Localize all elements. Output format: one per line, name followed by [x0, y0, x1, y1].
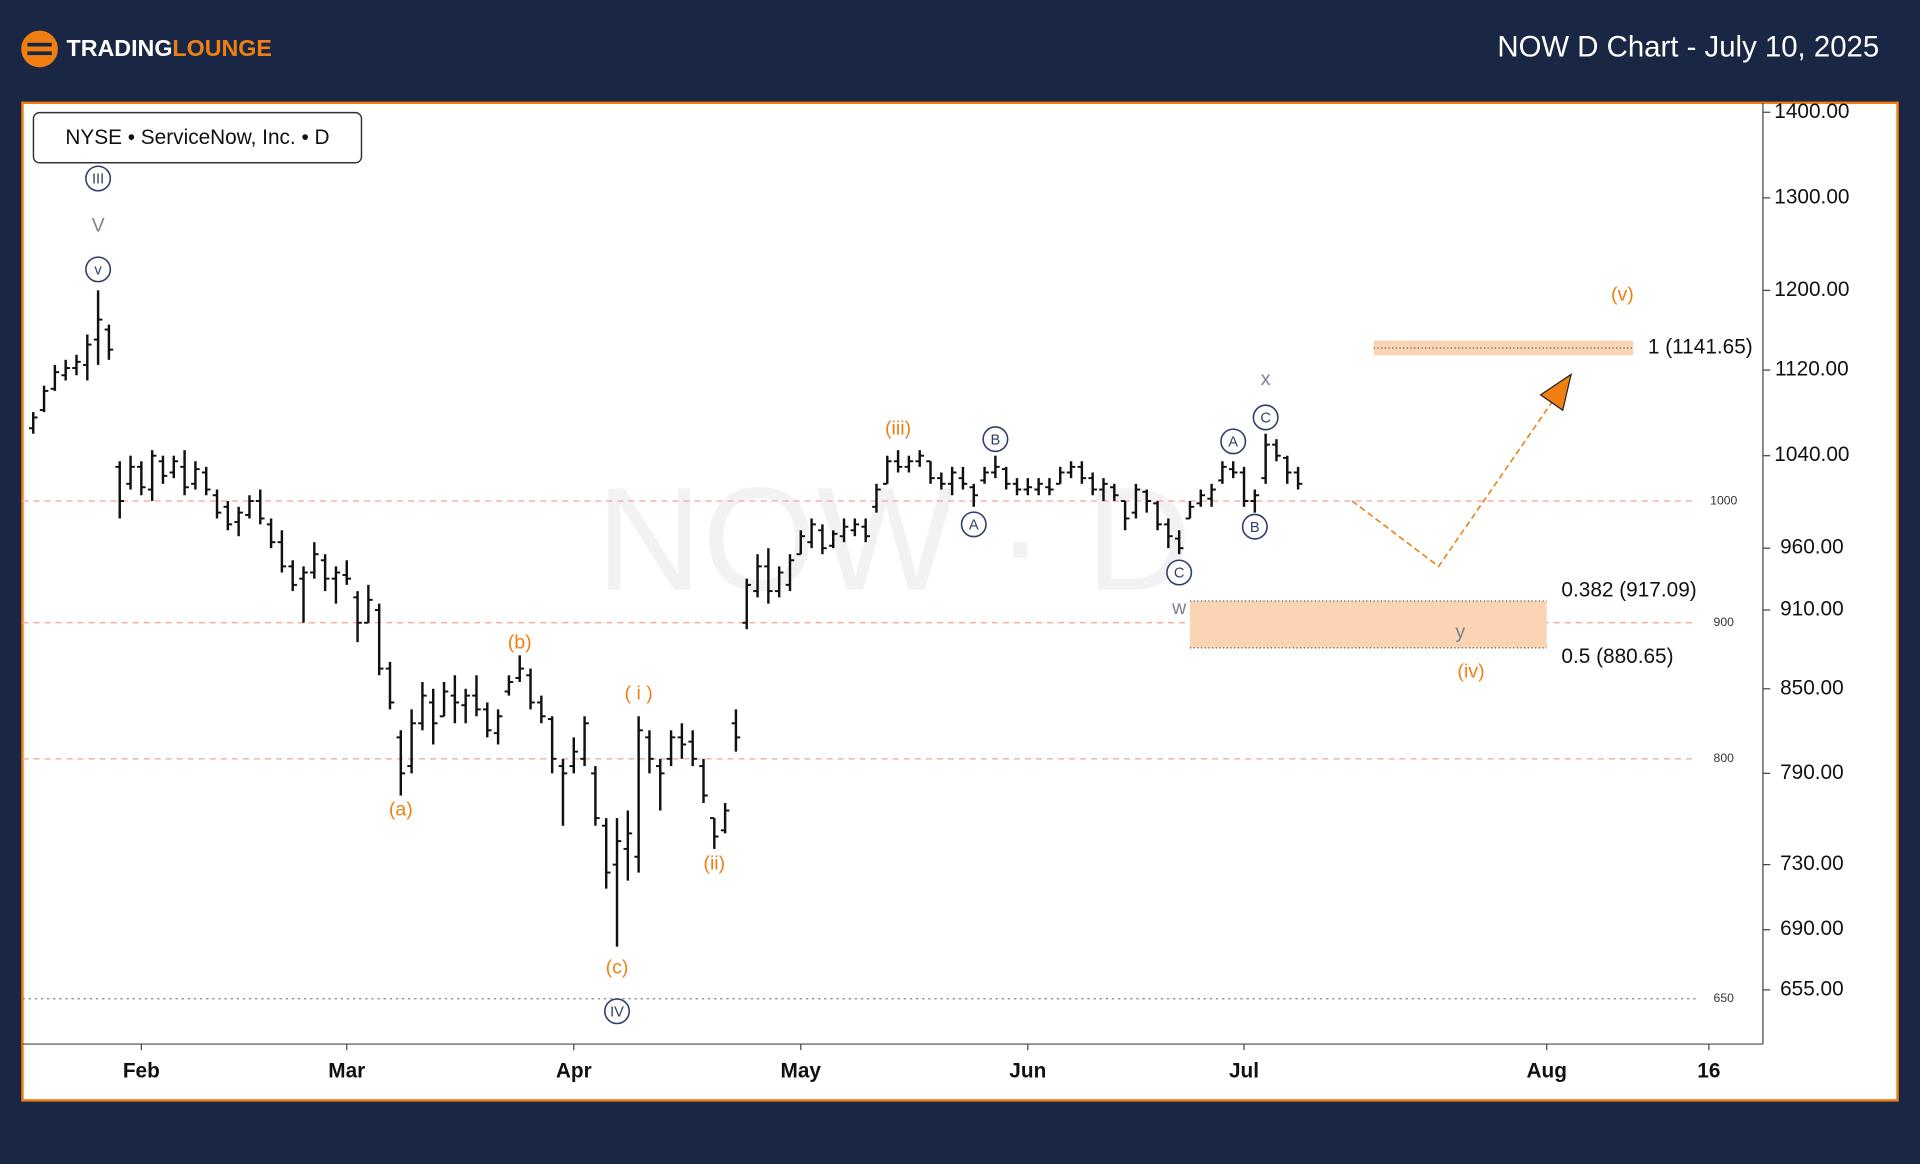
- wave-label: B: [1250, 520, 1260, 536]
- logo-text-part: TRADING: [66, 35, 172, 61]
- wave-label: A: [1228, 434, 1238, 450]
- fib-level-label: 0.382 (917.09): [1561, 579, 1696, 602]
- y-tick-label: 1040.00: [1774, 443, 1849, 466]
- x-tick-label: Feb: [123, 1060, 160, 1083]
- fib-level-label: 0.5 (880.65): [1561, 645, 1673, 668]
- wave-label-circle: [85, 165, 112, 192]
- y-tick-label: 1200.00: [1774, 278, 1849, 301]
- wave-label: (v): [1611, 284, 1634, 306]
- wave-label-circle: [1252, 404, 1279, 431]
- x-tick-label: Aug: [1526, 1060, 1566, 1083]
- reference-line-label: 900: [1714, 615, 1735, 629]
- wave-label: (a): [389, 798, 413, 820]
- wave-label: (iii): [885, 418, 911, 440]
- logo: TRADINGLOUNGE: [21, 30, 272, 68]
- wave-label-circle: [1166, 559, 1193, 586]
- wave-label: IV: [610, 1004, 624, 1020]
- wave-label-circle: [960, 511, 987, 538]
- wave-label: y: [1455, 621, 1465, 643]
- wave-label: v: [94, 262, 102, 278]
- projection-arrowhead: [1539, 372, 1573, 412]
- logo-text-part: LOUNGE: [172, 35, 271, 61]
- x-tick-label: Jun: [1009, 1060, 1046, 1083]
- legend-box: [32, 111, 363, 164]
- wave-label: V: [92, 214, 105, 236]
- y-tick-label: 1120.00: [1775, 358, 1849, 381]
- x-tick-label: 16: [1697, 1060, 1720, 1083]
- x-tick-label: May: [781, 1060, 822, 1083]
- wave-label: w: [1171, 597, 1187, 619]
- x-tick-label: Mar: [328, 1060, 365, 1083]
- wave-label-circle: [603, 998, 631, 1025]
- wave-label: (c): [606, 957, 629, 979]
- y-tick-label: 655.00: [1780, 977, 1844, 1000]
- reference-line-label: 1000: [1710, 493, 1737, 507]
- y-tick-label: 690.00: [1780, 917, 1844, 940]
- wave-label: B: [990, 432, 1000, 448]
- projection-path: [1351, 377, 1569, 568]
- y-tick-label: 1400.00: [1774, 100, 1849, 123]
- page-title: NOW D Chart - July 10, 2025: [1497, 31, 1879, 64]
- wave-label: (b): [508, 632, 532, 654]
- wave-label-circle: [85, 256, 112, 283]
- y-tick-label: 960.00: [1780, 536, 1844, 559]
- logo-icon-stripe: [27, 51, 52, 56]
- wave-label: (ii): [703, 852, 725, 874]
- wave-label: C: [1174, 566, 1185, 582]
- wave-label-circle: [1241, 513, 1268, 540]
- logo-icon: [21, 30, 58, 68]
- wave-label: x: [1261, 368, 1271, 390]
- y-tick-label: 730.00: [1780, 852, 1844, 875]
- y-tick-label: 850.00: [1780, 676, 1844, 699]
- reference-line-label: 800: [1714, 751, 1735, 765]
- wave-label: ( i ): [624, 682, 652, 704]
- wave-label: C: [1260, 411, 1271, 427]
- legend-text: NYSE • ServiceNow, Inc. • D: [65, 126, 329, 149]
- wave-label: III: [92, 172, 104, 188]
- y-tick-label: 910.00: [1780, 597, 1844, 620]
- wave-label: A: [969, 517, 979, 533]
- logo-icon-stripe: [27, 42, 52, 47]
- logo-text: TRADINGLOUNGE: [66, 35, 271, 61]
- wave-label-circle: [982, 426, 1009, 453]
- y-tick-label: 790.00: [1780, 761, 1844, 784]
- retracement-zone: [1189, 601, 1547, 648]
- y-tick-label: 1300.00: [1774, 185, 1849, 208]
- plot: 1400.00 1300.00 1200.00 1120.00 1040.00 960.0…: [22, 100, 1849, 1083]
- x-tick-label: Jul: [1229, 1060, 1259, 1083]
- wave-label-circle: [1220, 428, 1247, 455]
- support-line-label: 650: [1714, 991, 1735, 1005]
- wave-label: (iv): [1457, 661, 1484, 683]
- fib-level-label: 1 (1141.65): [1648, 335, 1753, 358]
- x-tick-label: Apr: [556, 1060, 592, 1083]
